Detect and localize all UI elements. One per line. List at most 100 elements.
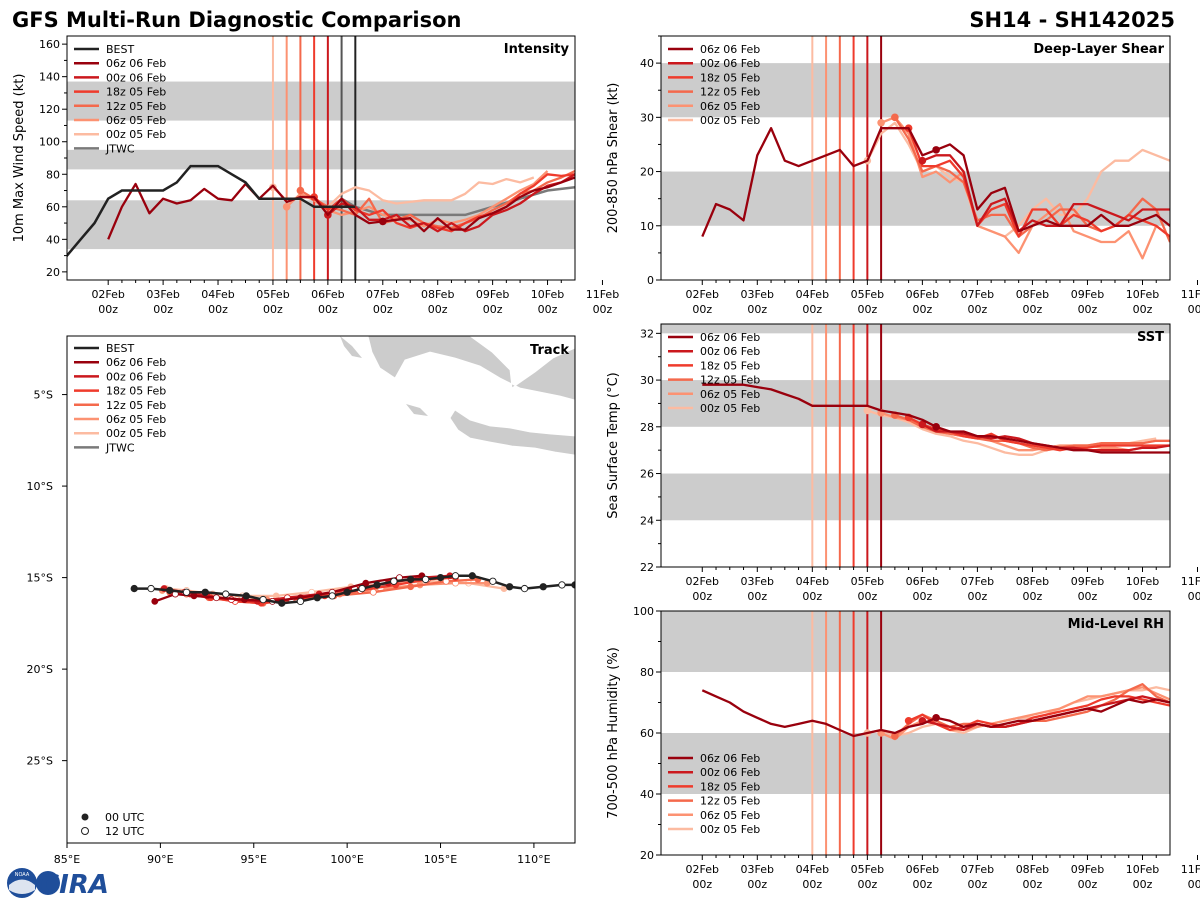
sst-xtick-hour-9: 00z [1188,590,1200,603]
track-best-point [373,581,381,589]
track-legend-label-0: BEST [106,342,134,355]
track-best-point [222,590,230,598]
rh-run-init-dot-0 [932,713,940,722]
intensity-panel: 20 40 60 80 100 120 140 160 02Feb 00z 03Feb 00z 04Fe… [12,35,619,316]
track-frame [66,335,576,844]
track-xtick-label-1: 90°E [147,853,173,866]
shear-xtick-day-4: 06Feb [906,288,939,301]
sst-xtick-day-5: 07Feb [961,575,994,588]
shear-run-line-0 [701,127,1170,238]
sst-xtick-day-7: 09Feb [1071,575,1104,588]
shear-xtick-hour-7: 00z [1078,303,1098,316]
intensity-xtick-hour-0: 00z [98,303,118,316]
shear-run-init-dot-3 [891,113,899,122]
track-panel: 85°E 90°E 95°E 100°E 105°E 110°E 5°S 10°S 15°S 20… [27,335,576,866]
track-run-point [362,579,370,587]
intensity-legend-label-6: 00z 05 Feb [106,128,166,141]
shear-panel: 0 10 20 30 40 02Feb 00z 03Feb 00z 04Feb 00z 05Feb 00… [606,35,1200,316]
sst-legend-label-4: 06z 05 Feb [700,388,760,401]
rh-legend-label-0: 06z 06 Feb [700,752,760,765]
rh-run-line-4 [880,686,1170,741]
shear-legend-label-5: 00z 05 Feb [700,114,760,127]
intensity-ytick-label-1: 40 [46,233,60,246]
sst-xtick-day-9: 11Feb [1181,575,1200,588]
track-ytick-label-3: 20°S [27,663,53,676]
track-run-point [213,594,220,602]
intensity-legend-label-7: JTWC [105,142,135,155]
sst-xtick-day-2: 04Feb [796,575,829,588]
shear-xtick-day-7: 09Feb [1071,288,1104,301]
sumatra-landmass [340,336,362,358]
shear-ytick-label-2: 20 [640,166,654,179]
sst-run-init-dot-1 [918,420,927,429]
cira-globe-icon [36,871,60,895]
sst-ytick-label-4: 30 [640,374,654,387]
track-legend-label-6: 00z 05 Feb [106,427,166,440]
rh-xtick-day-5: 07Feb [961,863,994,876]
track-best-point [130,584,138,593]
rh-title: Mid-Level RH [1068,617,1164,632]
track-best-point [358,584,366,593]
sst-legend-label-5: 00z 05 Feb [700,402,760,415]
track-best-point [147,584,155,593]
track-best-point [390,577,398,585]
track-run-point [190,592,198,600]
sst-xtick-hour-1: 00z [747,590,767,603]
shear-legend-label-3: 12z 05 Feb [700,86,760,99]
intensity-ytick-label-5: 120 [39,103,60,116]
track-run-point [369,588,377,596]
shear-legend-label-1: 00z 06 Feb [700,57,760,70]
shear-xtick-day-8: 10Feb [1126,288,1159,301]
track-ytick-label-4: 25°S [27,755,53,768]
rh-plot-area [661,611,1170,855]
shear-plot-area [661,36,1170,280]
track-best-point [296,597,305,606]
intensity-run-init-dot-3 [296,186,305,195]
track-ytick-label-1: 10°S [27,480,53,493]
shear-ytick-label-4: 40 [640,57,654,70]
rh-xtick-day-2: 04Feb [796,863,829,876]
shear-xtick-hour-4: 00z [912,303,932,316]
intensity-band-1 [67,149,575,170]
cira-text: CIRA [40,870,109,900]
track-best-point [328,592,336,600]
rh-xtick-day-9: 11Feb [1181,863,1200,876]
shear-xtick-hour-3: 00z [857,303,877,316]
sst-xtick-day-3: 05Feb [851,575,884,588]
sst-legend-label-2: 18z 05 Feb [700,359,760,372]
intensity-run-init-dot-4 [282,203,291,211]
intensity-xtick-day-2: 04Feb [201,288,234,301]
track-best-point [166,586,174,595]
intensity-plot-area [67,36,575,280]
shear-xtick-hour-0: 00z [692,303,712,316]
shear-xtick-day-3: 05Feb [851,288,884,301]
track-ytick-label-0: 5°S [34,389,53,402]
track-legend-00utc-marker [81,813,89,821]
sst-ylabel: Sea Surface Temp (°C) [606,372,621,519]
rh-run-line-5 [867,686,1170,738]
shear-band-1 [661,63,1170,118]
rh-ylabel: 700-500 hPa Humidity (%) [606,647,621,819]
intensity-xtick-day-6: 08Feb [421,288,454,301]
rh-xtick-hour-9: 00z [1188,878,1200,891]
track-ytick-label-2: 15°S [27,572,53,585]
rh-run-init-dot-3 [891,732,899,740]
track-best-point [278,599,286,607]
shear-xtick-day-6: 08Feb [1016,288,1049,301]
intensity-run-line-0 [107,176,575,240]
track-run-point [151,597,159,605]
intensity-xtick-day-3: 05Feb [256,288,289,301]
shear-band-0 [661,171,1170,226]
track-best-point [436,573,445,582]
shear-xtick-hour-1: 00z [747,303,767,316]
track-best-point [489,577,497,585]
track-best-point [539,583,547,591]
sst-ytick-label-5: 32 [640,327,654,340]
rh-xtick-hour-8: 00z [1133,878,1153,891]
intensity-ytick-label-0: 20 [46,266,60,279]
intensity-legend-label-5: 06z 05 Feb [106,114,166,127]
shear-xtick-day-5: 07Feb [961,288,994,301]
intensity-xtick-day-4: 06Feb [311,288,344,301]
track-best-point [421,575,430,584]
